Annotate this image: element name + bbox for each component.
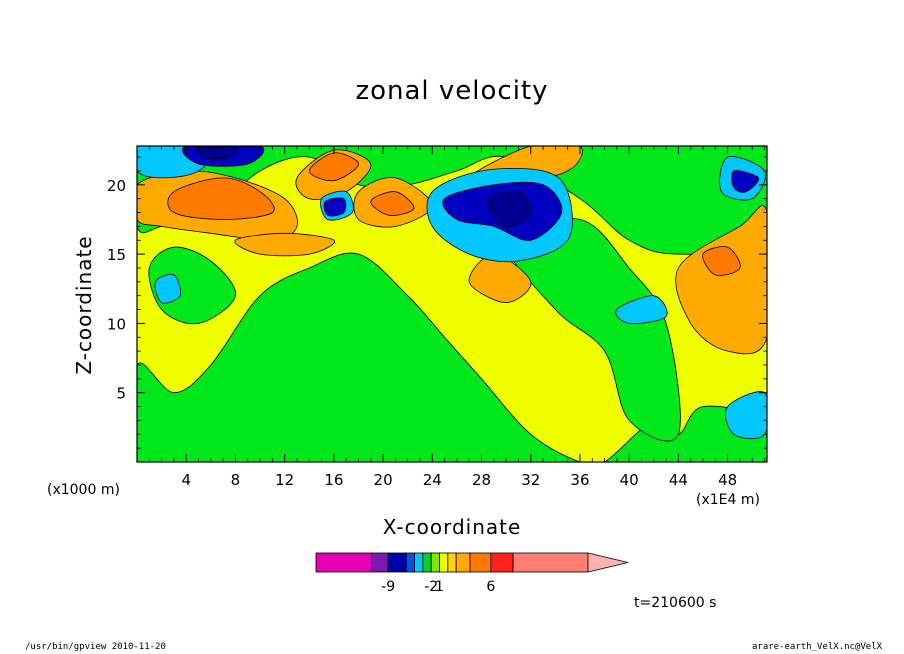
contour-region-navy <box>196 146 238 159</box>
x-tick-label: 16 <box>324 471 343 489</box>
contour-region-navy <box>487 190 532 227</box>
x-tick-label: 28 <box>472 471 491 489</box>
time-label: t=210600 s <box>634 595 717 611</box>
x-axis-unit-label: (x1000 m) <box>47 482 120 498</box>
contour-region-darkorange <box>167 177 275 220</box>
contour-region-orange <box>234 232 335 257</box>
contour-region-cyan <box>615 295 668 325</box>
x-axis-unit-label-right: (x1E4 m) <box>696 492 760 508</box>
contour-region-darkorange <box>702 246 741 276</box>
y-tick-label: 20 <box>107 177 126 195</box>
y-tick-label: 15 <box>107 246 126 264</box>
contour-region-green <box>505 218 681 442</box>
colorbar-bin <box>490 552 514 573</box>
colorbar-bin <box>447 552 457 573</box>
colorbar-tick-label: 1 <box>435 579 444 595</box>
colorbar-bin <box>387 552 407 573</box>
colorbar-bin <box>371 552 389 573</box>
colorbar-bin <box>455 552 471 573</box>
colorbar-bin <box>315 552 372 573</box>
x-tick-label: 36 <box>570 471 589 489</box>
colorbar: -9 -21 6 <box>315 552 629 595</box>
colorbar-bin <box>422 552 432 573</box>
colorbar-bin <box>512 552 589 573</box>
chart-title: zonal velocity <box>355 76 549 106</box>
x-tick-label: 32 <box>521 471 540 489</box>
x-tick-label: 8 <box>231 471 241 489</box>
x-tick-label: 20 <box>374 471 393 489</box>
x-tick-label: 44 <box>669 471 688 489</box>
contour-region-blue <box>731 170 760 193</box>
y-axis-ticks: 5 10 15 20 <box>107 156 767 449</box>
contour-region-orange <box>675 205 767 355</box>
colorbar-tick-label: -2 <box>424 579 438 595</box>
y-tick-label: 10 <box>107 315 126 333</box>
colorbar-bin <box>439 552 449 573</box>
contour-regions <box>137 146 767 462</box>
contour-region-blue <box>323 197 347 217</box>
plot-frame <box>136 145 768 463</box>
colorbar-extend-arrow <box>587 552 629 573</box>
x-tick-label: 12 <box>275 471 294 489</box>
x-tick-label: 40 <box>620 471 639 489</box>
colorbar-tick-label: -9 <box>381 579 395 595</box>
x-axis-ticks: 4 8 12 16 20 24 28 32 36 40 44 48 <box>148 146 765 489</box>
contour-region-green <box>148 246 236 325</box>
x-tick-label: 48 <box>718 471 737 489</box>
contour-region-cyan <box>154 273 181 304</box>
x-tick-label: 24 <box>423 471 442 489</box>
x-axis-label: X-coordinate <box>382 515 522 539</box>
colorbar-bin <box>430 552 440 573</box>
colorbar-bin <box>469 552 492 573</box>
y-tick-label: 5 <box>116 385 126 403</box>
colorbar-tick-label: 6 <box>486 579 495 595</box>
colorbar-bin <box>405 552 415 573</box>
footer-program-date: /usr/bin/gpview 2010-11-20 <box>25 642 166 652</box>
footer-file-variable: arare-earth_VelX.nc@VelX <box>752 642 883 652</box>
colorbar-bin <box>414 552 424 573</box>
contour-region-green <box>137 252 767 462</box>
x-tick-label: 4 <box>181 471 191 489</box>
contour-region-darkorange <box>370 191 415 216</box>
contour-region-darkorange <box>308 152 359 182</box>
